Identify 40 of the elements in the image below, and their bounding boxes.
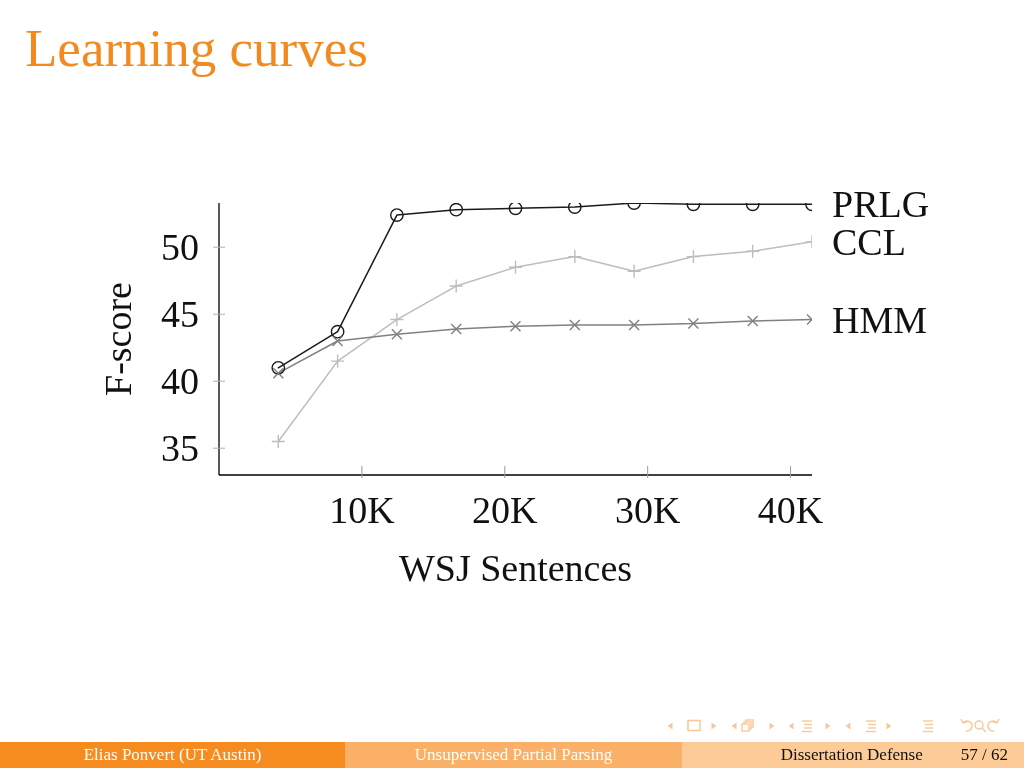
x-tick-label: 40K (757, 489, 824, 531)
text: 57 / 62 (960, 745, 1008, 764)
point (330, 324, 345, 339)
series-label: HMM (832, 298, 928, 341)
point (331, 335, 344, 347)
point (272, 367, 284, 379)
point (271, 434, 286, 449)
point (686, 249, 701, 264)
x-axis-title: WSJ Sentences (398, 547, 633, 589)
text: Elias Ponvert (UT Austin) (83, 745, 262, 765)
y-tick-label: 40 (161, 360, 199, 403)
text: Unsupervised Partial Parsing (414, 745, 613, 765)
point (687, 317, 700, 330)
point (508, 260, 523, 275)
point (449, 278, 464, 294)
chart-title: Learning curves (25, 19, 368, 77)
point (508, 203, 523, 216)
point (567, 203, 582, 214)
point (389, 312, 405, 327)
point (626, 264, 642, 279)
x-tick-label: 10K (329, 489, 396, 531)
y-tick-label: 50 (161, 226, 199, 269)
text: Dissertation Defense (780, 745, 923, 764)
point (567, 249, 582, 264)
point (330, 353, 345, 369)
point (747, 315, 759, 327)
point (745, 244, 760, 259)
point (449, 203, 464, 217)
point (390, 208, 404, 222)
y-tick-label: 45 (161, 293, 199, 336)
y-axis-title: F-score (97, 282, 139, 396)
point (271, 360, 286, 375)
point (628, 319, 640, 331)
point (391, 328, 403, 341)
x-tick-label: 20K (472, 489, 539, 531)
point (450, 323, 462, 335)
x-tick-label: 30K (614, 489, 681, 531)
point (569, 319, 581, 331)
point (509, 320, 522, 332)
y-tick-label: 35 (161, 427, 199, 470)
